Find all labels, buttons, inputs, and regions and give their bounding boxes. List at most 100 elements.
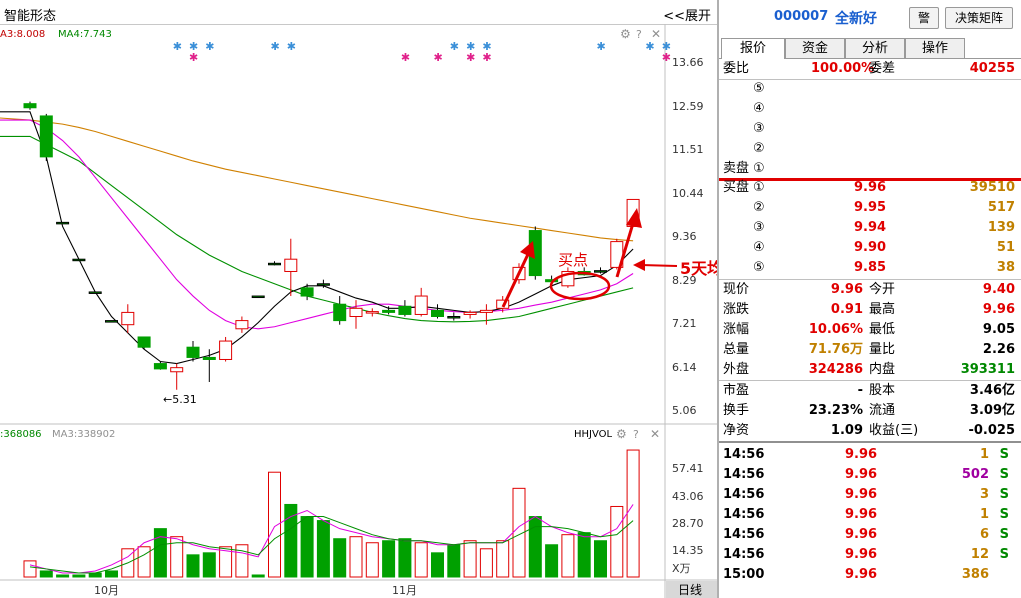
volume-bar [170,536,184,578]
buy-point-label: 买点 [558,251,588,269]
fund-label: 流通 [869,403,896,418]
help-icon[interactable]: ? [636,28,642,41]
chart-panel[interactable]: 智能形态 <<展开 A3:8.008 MA4:7.743 ⚙ ? ✕ :3680… [0,0,717,598]
candle [365,308,379,317]
tick-price: 9.96 [845,447,878,462]
candle [186,341,200,362]
tick-time: 14:56 [723,547,765,562]
signal-star-pink: ✱ [189,51,198,64]
tick-time: 15:00 [723,567,765,582]
stat-label: 今开 [869,282,896,297]
tick-volume: 6 [979,527,989,542]
fund-row: 换手 23.23% 流通 3.09亿 [719,401,1019,421]
volume-bar [349,536,363,578]
candle-body [300,287,314,297]
alert-button[interactable]: 警 [909,7,939,29]
candle-body [23,103,37,109]
bid-ask-divider [719,178,1021,181]
candle-body [170,367,184,373]
signal-star-blue: ✱ [662,40,671,53]
stat-row: 现价 9.96 今开 9.40 [719,280,1019,300]
level-marker: ③ [753,121,765,136]
level-marker: ④ [753,101,765,116]
candle [398,300,412,317]
price-axis: 13.66 12.59 11.51 10.44 9.36 8.29 7.21 6… [672,56,704,417]
buy-prefix: 买盘 [723,180,750,195]
tick-time: 14:56 [723,487,765,502]
tick-row: 14:56 9.96 1 S [719,505,1019,525]
volume-bar [105,570,118,578]
candle-body [88,291,102,294]
candle [105,320,118,323]
fund-value: - [857,383,863,398]
quote-header: 000007 全新好 警 决策矩阵 [719,0,1021,34]
tab-quote[interactable]: 报价 [721,38,785,59]
fund-row: 市盈 - 股本 3.46亿 [719,381,1019,401]
gear-icon[interactable]: ⚙ [620,27,631,41]
tick-volume: 3 [979,487,989,502]
stat-value: 9.40 [982,282,1015,297]
stat-row: 总量 71.76万 量比 2.26 [719,340,1019,360]
decision-matrix-button[interactable]: 决策矩阵 [945,7,1013,29]
kline-chart[interactable]: A3:8.008 MA4:7.743 ⚙ ? ✕ :368086 MA3:338… [0,24,717,598]
vol-gear-icon[interactable]: ⚙ [616,427,627,441]
up-arrow-1 [501,249,532,308]
volume-bar [235,544,249,578]
vol-close-icon[interactable]: ✕ [650,427,660,441]
candle-body [56,221,70,225]
candle [72,258,86,262]
stat-label: 量比 [869,342,896,357]
volume-bars [23,449,640,578]
candle-body [186,346,200,358]
volume-bar [431,552,444,578]
vol-help-icon[interactable]: ? [633,428,639,441]
tab-operation[interactable]: 操作 [905,38,965,58]
candle [170,363,184,390]
volume-bar [610,505,624,578]
tab-funds[interactable]: 资金 [785,38,845,58]
signal-star-pink: ✱ [434,51,443,64]
buy-level-5: ⑤ 9.85 38 [719,258,1019,278]
price-tick: 6.14 [672,361,697,374]
sell-prefix: 卖盘 [723,161,750,176]
tick-side: S [999,467,1009,482]
signal-star-blue: ✱ [466,40,475,53]
tick-volume: 386 [961,567,989,582]
expand-button[interactable]: <<展开 [663,9,711,24]
buy-level-4: ④ 9.90 51 [719,238,1019,258]
fund-label: 市盈 [723,383,750,398]
period-tab[interactable] [666,581,717,598]
buy-level-3: ③ 9.94 139 [719,218,1019,238]
level-marker: ③ [753,220,765,235]
tab-analysis[interactable]: 分析 [845,38,905,58]
candle-body [105,320,118,323]
price-tick: 13.66 [672,56,704,69]
candle-body [463,311,477,315]
buy-volume: 38 [996,260,1015,275]
volume-bar [39,570,53,578]
candle-body [414,295,428,315]
divider [719,79,1021,80]
candle-body [284,258,298,272]
level-marker: ② [753,200,765,215]
stat-value: 0.91 [830,302,863,317]
volume-bar [23,560,37,578]
vol-tick: 57.41 [672,462,704,475]
period-label[interactable]: 日线 [678,583,702,597]
vol-tick: 28.70 [672,517,704,530]
close-icon[interactable]: ✕ [651,27,661,41]
fund-row: 净资 1.09 收益(三) -0.025 [719,421,1019,441]
candle-body [594,270,607,273]
candle-body [251,295,265,299]
buy-level-1: 买盘 ① 9.96 39510 [719,178,1019,198]
volume-bar [479,548,493,578]
weicha-label: 委差 [869,61,896,76]
signal-star-pink: ✱ [466,51,475,64]
vol-label: :368086 [0,429,42,440]
stat-row: 涨幅 10.06% 最低 9.05 [719,320,1019,340]
candle [300,283,314,301]
tick-time: 14:56 [723,447,765,462]
price-tick: 5.06 [672,404,697,417]
candle-body [202,356,216,360]
candle [479,304,493,325]
